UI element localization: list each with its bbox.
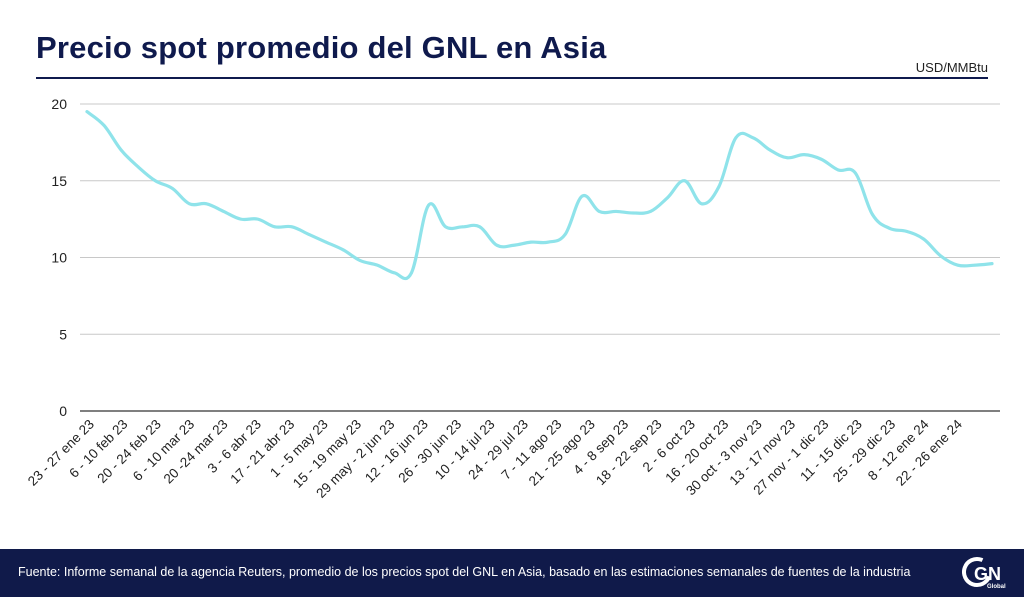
data-point [375, 263, 379, 267]
data-point [597, 210, 601, 213]
data-point [734, 136, 738, 140]
data-point [461, 225, 465, 229]
data-point [871, 213, 874, 216]
data-point [495, 243, 499, 247]
data-point [119, 148, 123, 152]
data-point [990, 262, 994, 266]
data-point [85, 110, 89, 114]
data-point [324, 240, 328, 244]
unit-label: USD/MMBtu [915, 60, 988, 75]
data-point [290, 225, 294, 229]
data-point [307, 233, 311, 236]
logo-subtext: Global [987, 584, 1006, 590]
y-tick-label: 5 [59, 326, 67, 342]
chart-title: Precio spot promedio del GNL en Asia [36, 30, 607, 65]
data-point [102, 124, 106, 127]
data-point [700, 202, 704, 206]
data-point [170, 187, 174, 190]
y-tick-label: 15 [51, 173, 67, 189]
data-point [905, 230, 909, 233]
data-point [153, 179, 157, 183]
data-point [632, 211, 635, 215]
data-point [546, 240, 550, 244]
data-point [273, 225, 277, 229]
data-point [853, 171, 857, 175]
logo-text: GN [974, 564, 1001, 584]
source-note: Fuente: Informe semanal de la agencia Re… [18, 565, 911, 579]
data-point [649, 210, 652, 213]
data-point [785, 156, 789, 160]
data-point [392, 271, 396, 275]
data-point [836, 168, 840, 172]
data-point [478, 225, 482, 229]
data-point [410, 271, 413, 275]
y-tick-label: 20 [51, 96, 67, 112]
data-point [956, 263, 960, 267]
data-point [802, 153, 806, 157]
data-point [751, 136, 755, 140]
footer-bar: Fuente: Informe semanal de la agencia Re… [0, 549, 1024, 597]
data-point [939, 254, 943, 258]
data-point [922, 237, 926, 241]
data-point [529, 240, 533, 244]
data-point [717, 185, 721, 189]
data-point [512, 243, 516, 247]
data-point [666, 196, 669, 200]
data-point [819, 157, 823, 161]
y-tick-label: 0 [59, 403, 67, 419]
data-point [580, 194, 584, 198]
data-point [563, 233, 567, 236]
y-tick-label: 10 [51, 250, 67, 266]
data-point [188, 202, 191, 206]
data-point [683, 179, 687, 183]
series-line-0 [85, 110, 994, 281]
company-logo: GN Global [962, 557, 1006, 590]
title-divider [36, 77, 988, 79]
data-point [427, 203, 430, 207]
data-point [256, 217, 260, 221]
data-point [973, 263, 977, 267]
data-point [205, 202, 208, 206]
data-point [136, 165, 140, 169]
data-point [768, 148, 772, 152]
data-point [358, 259, 362, 262]
data-point [341, 248, 345, 252]
data-point [614, 210, 618, 213]
data-point [222, 210, 226, 213]
data-point [444, 225, 447, 229]
data-point [239, 217, 243, 221]
data-point [888, 226, 891, 230]
